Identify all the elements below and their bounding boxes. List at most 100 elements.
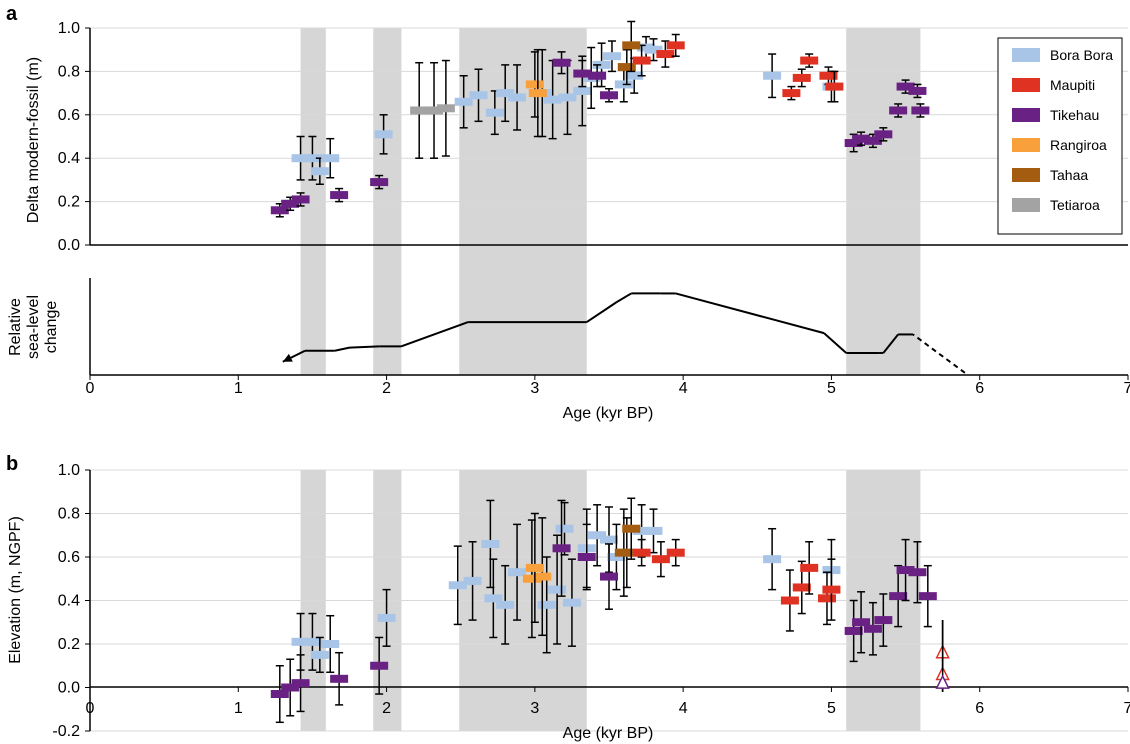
point-a-tikehau: [844, 139, 863, 148]
ytick-label-a: 1.0: [58, 20, 80, 37]
ytick-label-b: 0.4: [58, 593, 80, 610]
legend-label: Tetiaroa: [1050, 197, 1100, 213]
point-a-bora-bora: [496, 89, 515, 98]
point-a-tikehau: [896, 82, 915, 91]
point-b-bora-bora: [377, 613, 396, 622]
legend-label: Rangiroa: [1050, 137, 1107, 153]
point-b-tikehau: [889, 592, 908, 601]
point-b-maupiti: [822, 585, 841, 594]
point-b-bora-bora: [588, 531, 607, 540]
point-a-bora-bora: [644, 45, 663, 54]
point-a-tikehau: [330, 191, 349, 200]
point-a-bora-bora: [374, 130, 393, 139]
point-b-tikehau: [908, 568, 927, 577]
point-a-tikehau: [863, 136, 882, 145]
sea-level-segment: [349, 345, 380, 349]
xtick-label-a: 7: [1124, 380, 1130, 397]
point-a-maupiti: [666, 41, 685, 50]
sea-level-segment: [586, 301, 617, 323]
point-a-bora-bora: [454, 97, 473, 106]
point-b-tikehau: [330, 674, 349, 683]
legend-swatch-tikehau: [1012, 108, 1040, 122]
sea-level-ylabel-2: sea-level: [25, 295, 42, 359]
xtick-label-b: 7: [1124, 700, 1130, 717]
sea-level-segment: [823, 332, 847, 354]
sea-level-segment: [401, 321, 469, 348]
point-b-bora-bora: [508, 568, 527, 577]
legend-label: Bora Bora: [1050, 47, 1113, 63]
point-b-bora-bora: [321, 640, 340, 648]
point-a-maupiti: [656, 50, 675, 59]
sea-level-arrows: [282, 292, 966, 374]
point-a-maupiti: [782, 89, 801, 98]
point-a-maupiti: [792, 73, 811, 82]
point-b-tikehau: [281, 683, 300, 692]
point-a-bora-bora: [763, 71, 782, 80]
xtick-label-b: 6: [975, 700, 984, 717]
legend-label: Tikehau: [1050, 107, 1099, 123]
point-b-bora-bora: [463, 576, 482, 585]
point-a-tikehau: [552, 58, 571, 67]
panel-b-xlabel: Age (kyr BP): [563, 725, 654, 742]
ytick-label-b: 0.6: [58, 549, 80, 566]
sea-level-ylabel-3: change: [43, 301, 60, 354]
ytick-label-a: 0.4: [58, 150, 80, 167]
legend: Bora Bora Maupiti Tikehau Rangiroa Tahaa Teti…: [997, 37, 1123, 235]
point-b-rangiroa: [533, 572, 552, 581]
point-a-tikehau: [370, 178, 389, 187]
xtick-label-b: 3: [530, 700, 539, 717]
legend-swatch-bora-bora: [1012, 48, 1040, 62]
point-a-rangiroa: [528, 89, 547, 98]
point-a-tikehau: [874, 130, 893, 139]
point-b-maupiti: [780, 596, 799, 605]
xtick-label-b: 1: [234, 700, 243, 717]
data-points: [270, 20, 950, 724]
point-b-tikehau: [600, 572, 618, 581]
point-b-maupiti: [792, 583, 811, 592]
point-a-bora-bora: [592, 60, 611, 69]
point-b-bora-bora: [448, 581, 467, 590]
point-b-bora-bora: [562, 598, 581, 607]
legend-swatch-tetiaroa: [1012, 198, 1040, 212]
ytick-label-b: 0.0: [58, 680, 80, 697]
legend-label: Tahaa: [1050, 167, 1088, 183]
gridlines: [90, 27, 1128, 732]
legend-box: [997, 37, 1123, 235]
xtick-label-b: 5: [827, 700, 836, 717]
point-a-bora-bora: [625, 71, 644, 80]
point-b-bora-bora: [607, 553, 626, 561]
xtick-label-a: 3: [530, 380, 539, 397]
point-a-maupiti: [800, 56, 819, 65]
point-b-tikehau: [918, 592, 937, 601]
point-a-maupiti: [825, 82, 844, 91]
xtick-label-b: 2: [382, 700, 391, 717]
point-a-tahaa: [622, 41, 641, 50]
triangle-marker: [935, 674, 950, 689]
ytick-label-a: 0.2: [58, 194, 80, 211]
sea-level-segment: [912, 333, 966, 374]
point-b-tikehau: [370, 661, 389, 670]
point-a-bora-bora: [321, 154, 340, 163]
ytick-label-a: 0.6: [58, 107, 80, 124]
point-a-bora-bora: [573, 86, 592, 95]
panel-a-ylabel: Delta modern-fossil (m): [25, 57, 42, 223]
point-b-tahaa: [622, 524, 641, 533]
point-a-tetiaroa: [425, 106, 444, 115]
xtick-label-b: 0: [86, 700, 95, 717]
sea-level-segment: [675, 292, 825, 335]
legend-swatch-tahaa: [1012, 168, 1040, 182]
ytick-label-b: -0.2: [52, 723, 80, 740]
point-b-maupiti: [632, 548, 651, 557]
point-a-tikehau: [908, 86, 927, 95]
point-a-bora-bora: [543, 95, 562, 104]
sea-level-segment: [882, 333, 899, 354]
point-a-tikehau: [852, 134, 871, 143]
point-b-tikehau: [896, 566, 915, 575]
point-b-rangiroa: [522, 574, 541, 583]
legend-swatch-maupiti: [1012, 78, 1040, 92]
point-b-tikehau: [270, 690, 289, 699]
point-a-bora-bora: [291, 154, 310, 163]
point-b-tikehau: [874, 616, 893, 625]
axes: 0.0 0.2 0.4 0.6 0.8 1.0 0 1 2 3 4 5 6 7 -0.2 0.0 0.2 0.4 0…: [52, 20, 1130, 740]
